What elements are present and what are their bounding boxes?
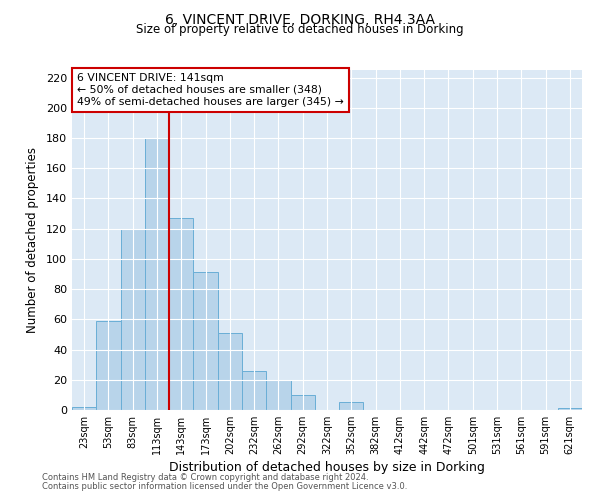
Bar	[242, 370, 266, 410]
Bar	[218, 333, 242, 410]
Bar	[558, 408, 582, 410]
Text: 6, VINCENT DRIVE, DORKING, RH4 3AA: 6, VINCENT DRIVE, DORKING, RH4 3AA	[165, 12, 435, 26]
Bar	[169, 218, 193, 410]
Text: Contains HM Land Registry data © Crown copyright and database right 2024.: Contains HM Land Registry data © Crown c…	[42, 474, 368, 482]
Bar	[145, 138, 169, 410]
Bar	[193, 272, 218, 410]
Bar	[121, 228, 145, 410]
Text: Size of property relative to detached houses in Dorking: Size of property relative to detached ho…	[136, 22, 464, 36]
X-axis label: Distribution of detached houses by size in Dorking: Distribution of detached houses by size …	[169, 461, 485, 474]
Bar	[72, 407, 96, 410]
Bar	[266, 380, 290, 410]
Bar	[290, 395, 315, 410]
Text: 6 VINCENT DRIVE: 141sqm
← 50% of detached houses are smaller (348)
49% of semi-d: 6 VINCENT DRIVE: 141sqm ← 50% of detache…	[77, 74, 344, 106]
Text: Contains public sector information licensed under the Open Government Licence v3: Contains public sector information licen…	[42, 482, 407, 491]
Bar	[339, 402, 364, 410]
Bar	[96, 321, 121, 410]
Y-axis label: Number of detached properties: Number of detached properties	[26, 147, 39, 333]
